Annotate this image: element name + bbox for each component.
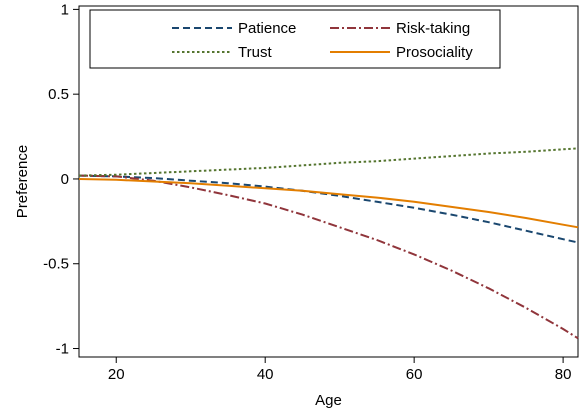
- legend-label-trust: Trust: [238, 44, 272, 61]
- legend-label-prosociality: Prosociality: [396, 44, 473, 61]
- series-line-risk-taking: [78, 174, 579, 340]
- legend-box: [89, 9, 501, 69]
- axes: 1 0.5 0 -0.5 -1 20 40 60 80: [43, 1, 579, 383]
- y-tick-label: -1: [56, 341, 69, 358]
- series-line-prosociality: [78, 178, 579, 229]
- x-tick-label: 40: [257, 366, 274, 383]
- legend-label-risk-taking: Risk-taking: [396, 20, 470, 37]
- series-line-trust: [78, 147, 579, 177]
- y-tick-label: -0.5: [43, 256, 69, 273]
- legend-label-patience: Patience: [238, 20, 296, 37]
- y-axis-label: Preference: [14, 145, 31, 218]
- series-line-patience: [78, 174, 579, 244]
- y-tick-label: 1: [61, 1, 69, 18]
- x-tick-label: 60: [406, 366, 423, 383]
- x-tick-label: 80: [555, 366, 572, 383]
- x-axis-label: Age: [315, 392, 342, 409]
- legend: Patience Risk-taking Trust Prosociality: [89, 9, 501, 69]
- y-tick-label: 0: [61, 171, 69, 188]
- plot-frame: [78, 5, 579, 358]
- x-tick-label: 20: [108, 366, 125, 383]
- series-lines: [78, 147, 579, 340]
- y-tick-label: 0.5: [48, 86, 69, 103]
